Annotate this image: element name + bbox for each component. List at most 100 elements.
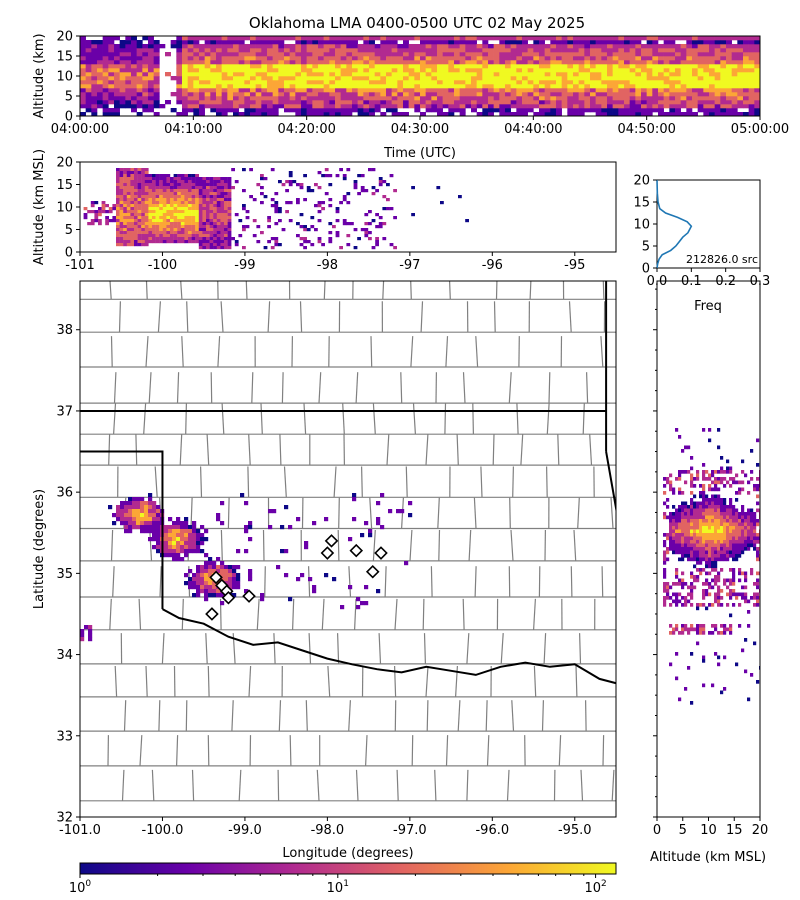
time-height-cell	[318, 48, 324, 53]
time-height-cell	[289, 88, 296, 93]
time-height-cell	[352, 64, 358, 69]
time-height-cell	[499, 76, 506, 81]
time-height-cell	[663, 100, 670, 105]
lon-height-cell	[270, 168, 275, 172]
time-height-cell	[720, 108, 727, 113]
lon-height-cell	[173, 183, 178, 187]
time-height-cell	[335, 80, 341, 85]
time-height-cell	[476, 88, 483, 93]
time-height-cell	[114, 84, 120, 89]
lon-height-cell	[148, 204, 153, 208]
time-height-cell	[601, 52, 608, 57]
time-height-cell	[573, 40, 579, 45]
time-height-cell	[403, 40, 409, 45]
time-height-cell	[448, 96, 455, 101]
lon-height-cell	[101, 207, 106, 211]
time-height-cell	[601, 80, 608, 85]
lon-height-cell	[141, 171, 145, 175]
lon-height-cell	[299, 225, 304, 229]
lat-height-cell	[738, 543, 742, 548]
lat-height-cell	[705, 550, 709, 555]
lon-height-cell	[173, 228, 178, 232]
time-height-cell	[635, 88, 642, 93]
time-height-cell	[255, 104, 262, 109]
plan-view-cell	[192, 533, 197, 538]
time-height-cell	[431, 60, 438, 65]
time-height-cell	[142, 44, 149, 49]
lat-height-cell	[684, 515, 688, 520]
time-height-cell	[238, 48, 245, 53]
time-height-cell	[125, 100, 132, 105]
time-height-cell	[471, 108, 477, 113]
lon-height-cell	[98, 213, 102, 217]
time-height-cell	[573, 48, 579, 53]
lat-height-cell	[684, 519, 688, 523]
lon-height-cell	[202, 195, 207, 199]
time-height-cell	[510, 72, 517, 77]
time-height-cell	[329, 68, 336, 73]
lat-height-cell	[741, 592, 745, 597]
time-height-cell	[692, 48, 698, 53]
lon-height-cell	[152, 234, 156, 238]
lat-height-cell	[702, 557, 706, 562]
time-height-cell	[136, 68, 143, 73]
time-height-cell	[448, 108, 455, 113]
lat-height-cell	[690, 543, 694, 548]
lat-height-cell	[726, 603, 730, 607]
time-height-cell	[335, 60, 341, 65]
lon-height-cell	[141, 228, 145, 232]
time-height-cell	[675, 56, 681, 61]
time-height-cell	[329, 104, 336, 109]
time-tick-label: 04:20:00	[277, 122, 335, 137]
plan-view-cell	[152, 529, 157, 534]
lon-height-cell	[144, 228, 149, 232]
lon-height-cell	[108, 207, 113, 211]
lon-height-cell	[328, 174, 333, 178]
lon-height-cell	[195, 219, 199, 223]
time-height-cell	[125, 64, 132, 69]
lon-height-cell	[303, 237, 307, 241]
time-height-cell	[255, 96, 262, 101]
time-height-cell	[403, 76, 409, 81]
time-height-cell	[233, 84, 239, 89]
time-height-cell	[329, 112, 336, 116]
lon-height-cell	[310, 243, 315, 247]
latitude-altitude-xlabel: Altitude (km MSL)	[650, 850, 766, 865]
time-height-cell	[238, 80, 245, 85]
lat-height-cell	[669, 512, 673, 516]
time-height-cell	[403, 36, 409, 41]
lon-height-cell	[162, 210, 167, 214]
lon-height-cell	[134, 186, 138, 190]
county-line	[220, 529, 223, 561]
lat-height-cell	[669, 585, 673, 590]
time-height-cell	[369, 104, 375, 109]
lat-height-cell	[738, 550, 742, 555]
lon-height-cell	[213, 225, 217, 229]
lat-height-cell	[726, 529, 730, 534]
lat-height-cell	[702, 505, 706, 509]
county-line	[410, 336, 414, 368]
lon-height-cell	[242, 228, 246, 232]
lat-height-cell	[702, 543, 706, 548]
lat-height-cell	[702, 550, 706, 555]
time-height-cell	[420, 80, 426, 85]
lat-height-cell	[693, 494, 697, 499]
lat-height-cell	[675, 596, 679, 600]
lat-height-cell	[666, 589, 670, 593]
lat-height-cell	[669, 624, 673, 628]
time-height-cell	[391, 56, 398, 61]
time-height-cell	[578, 68, 585, 73]
county-line	[118, 301, 121, 333]
plan-view-cell	[196, 545, 201, 550]
time-height-cell	[720, 64, 727, 69]
map-lat-tick-label: 36	[56, 486, 73, 501]
time-height-cell	[380, 68, 387, 73]
time-height-cell	[85, 68, 92, 73]
county-line	[437, 497, 440, 529]
red-river-border	[162, 608, 616, 685]
lon-height-cell	[270, 246, 275, 250]
time-height-cell	[590, 64, 596, 69]
lon-height-cell	[162, 195, 167, 199]
lon-height-cell	[166, 198, 171, 202]
lon-height-cell	[166, 174, 171, 178]
